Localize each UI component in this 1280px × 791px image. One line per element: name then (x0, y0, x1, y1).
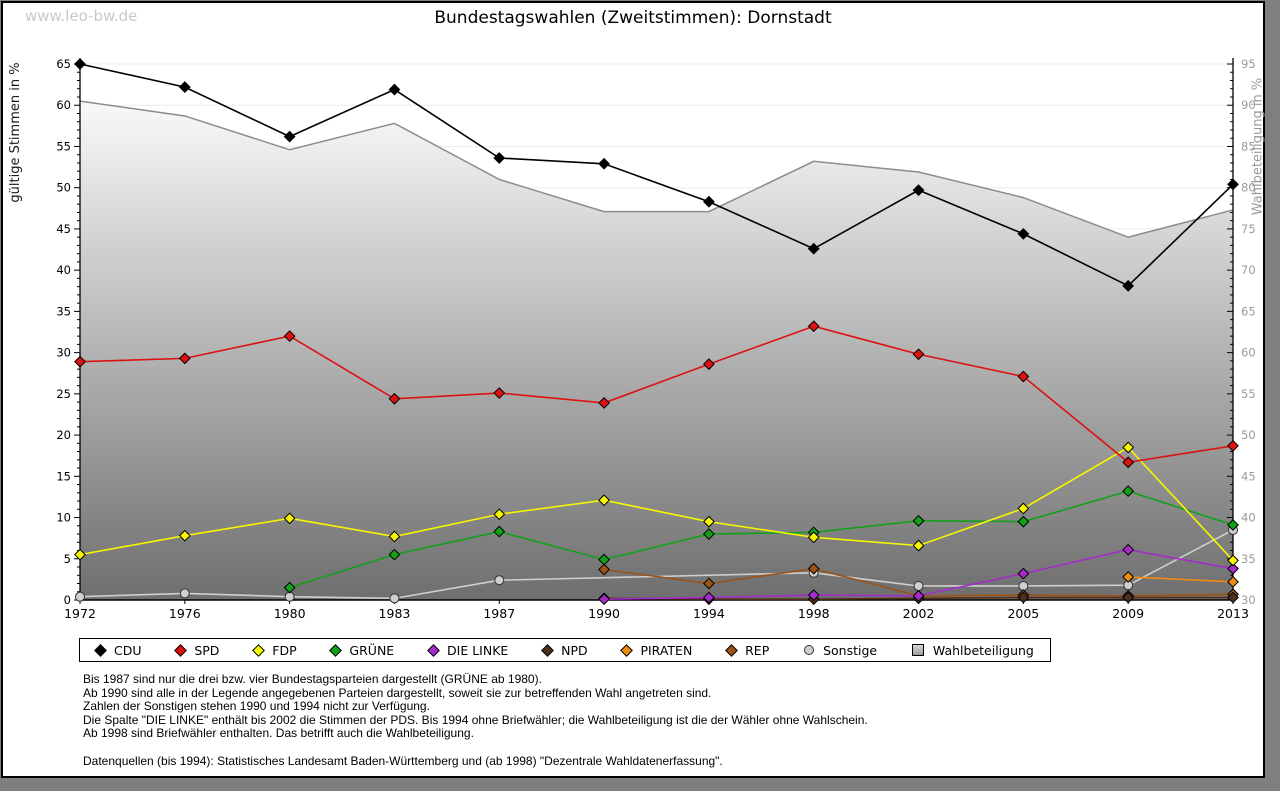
svg-text:10: 10 (56, 511, 71, 525)
legend-item-cdu: CDU (94, 642, 142, 658)
watermark: www.leo-bw.de (25, 7, 138, 25)
svg-text:95: 95 (1241, 57, 1256, 71)
svg-text:1987: 1987 (483, 606, 515, 621)
legend-item-wahlbeteiligung: Wahlbeteiligung (911, 642, 1034, 658)
legend-label: PIRATEN (640, 642, 693, 658)
legend-item-npd: NPD (541, 642, 588, 658)
svg-text:25: 25 (56, 387, 71, 401)
legend-label: NPD (561, 642, 588, 658)
legend-label: Sonstige (823, 642, 878, 658)
legend-label: Wahlbeteiligung (932, 642, 1034, 658)
footnote-line: Die Spalte "DIE LINKE" enthält bis 2002 … (83, 712, 868, 727)
legend-marker-icon (620, 643, 634, 657)
svg-text:45: 45 (1241, 469, 1256, 483)
svg-text:2009: 2009 (1112, 606, 1144, 621)
legend-marker-icon (94, 643, 107, 657)
legend-item-sonstige: Sonstige (804, 643, 877, 658)
svg-text:75: 75 (1241, 222, 1256, 236)
svg-text:2013: 2013 (1217, 606, 1249, 621)
legend-marker-icon (804, 645, 815, 655)
svg-text:1990: 1990 (588, 606, 620, 621)
svg-text:45: 45 (56, 222, 71, 236)
legend-item-fdp: FDP (252, 642, 297, 658)
legend-item-die-linke: DIE LINKE (427, 642, 509, 658)
svg-text:20: 20 (56, 428, 71, 442)
svg-text:55: 55 (1241, 387, 1256, 401)
svg-text:5: 5 (64, 552, 71, 566)
svg-text:85: 85 (1241, 139, 1256, 153)
svg-text:1994: 1994 (693, 606, 725, 621)
svg-text:80: 80 (1241, 181, 1256, 195)
footnote-line: Ab 1990 sind alle in der Legende angegeb… (83, 685, 712, 700)
svg-text:55: 55 (56, 139, 71, 153)
svg-text:50: 50 (56, 181, 71, 195)
svg-text:60: 60 (56, 98, 71, 112)
legend-label: REP (745, 642, 770, 658)
legend-label: DIE LINKE (447, 642, 509, 658)
svg-text:2005: 2005 (1007, 606, 1039, 621)
legend-marker-icon (174, 643, 188, 657)
svg-text:70: 70 (1241, 263, 1256, 277)
legend-marker-icon (329, 643, 343, 657)
legend-label: GRÜNE (349, 642, 395, 658)
legend-marker-icon (541, 643, 554, 657)
svg-text:65: 65 (1241, 304, 1256, 318)
svg-text:15: 15 (56, 469, 71, 483)
footnote-line: Bis 1987 sind nur die drei bzw. vier Bun… (83, 672, 542, 686)
svg-text:30: 30 (56, 346, 71, 360)
svg-text:1980: 1980 (274, 606, 306, 621)
svg-text:2002: 2002 (903, 606, 935, 621)
svg-text:40: 40 (1241, 511, 1256, 525)
footnote-line: Zahlen der Sonstigen stehen 1990 und 199… (83, 699, 430, 713)
data-source-line: Datenquellen (bis 1994): Statistisches L… (83, 753, 723, 768)
legend-label: FDP (272, 642, 297, 658)
svg-text:50: 50 (1241, 428, 1256, 442)
svg-text:1976: 1976 (169, 606, 201, 621)
chart-page: www.leo-bw.de Bundestagswahlen (Zweitsti… (1, 1, 1266, 778)
svg-text:1972: 1972 (64, 606, 96, 621)
legend-item-rep: REP (725, 642, 770, 658)
page-title: Bundestagswahlen (Zweitstimmen): Dornsta… (434, 8, 832, 28)
footnotes: Bis 1987 sind nur die drei bzw. vier Bun… (83, 672, 868, 768)
svg-text:40: 40 (56, 263, 71, 277)
svg-text:1983: 1983 (379, 606, 411, 621)
svg-text:30: 30 (1241, 593, 1256, 607)
svg-text:35: 35 (56, 304, 71, 318)
legend-item-spd: SPD (174, 642, 220, 658)
legend-item-piraten: PIRATEN (620, 642, 693, 658)
svg-text:35: 35 (1241, 552, 1256, 566)
legend-label: SPD (194, 642, 220, 658)
chart-legend: CDU SPD FDP GRÜNE DIE LINKE NPD PIRATEN REP Sons… (79, 638, 1051, 662)
svg-text:1998: 1998 (798, 606, 830, 621)
legend-label: CDU (114, 642, 142, 658)
legend-item-grüne: GRÜNE (329, 642, 395, 658)
footnote-line: Ab 1998 sind Briefwähler enthalten. Das … (83, 726, 474, 740)
svg-text:0: 0 (64, 593, 71, 607)
legend-marker-icon (427, 643, 440, 657)
legend-marker-icon (911, 644, 924, 656)
legend-marker-icon (252, 643, 266, 657)
svg-text:60: 60 (1241, 346, 1256, 360)
svg-text:65: 65 (56, 57, 71, 71)
chart-svg: 0 5 10 15 20 25 30 35 40 45 50 55 60 65 30 35 40 45 50 55 60… (56, 57, 1256, 621)
svg-text:90: 90 (1241, 98, 1256, 112)
legend-marker-icon (725, 643, 738, 657)
